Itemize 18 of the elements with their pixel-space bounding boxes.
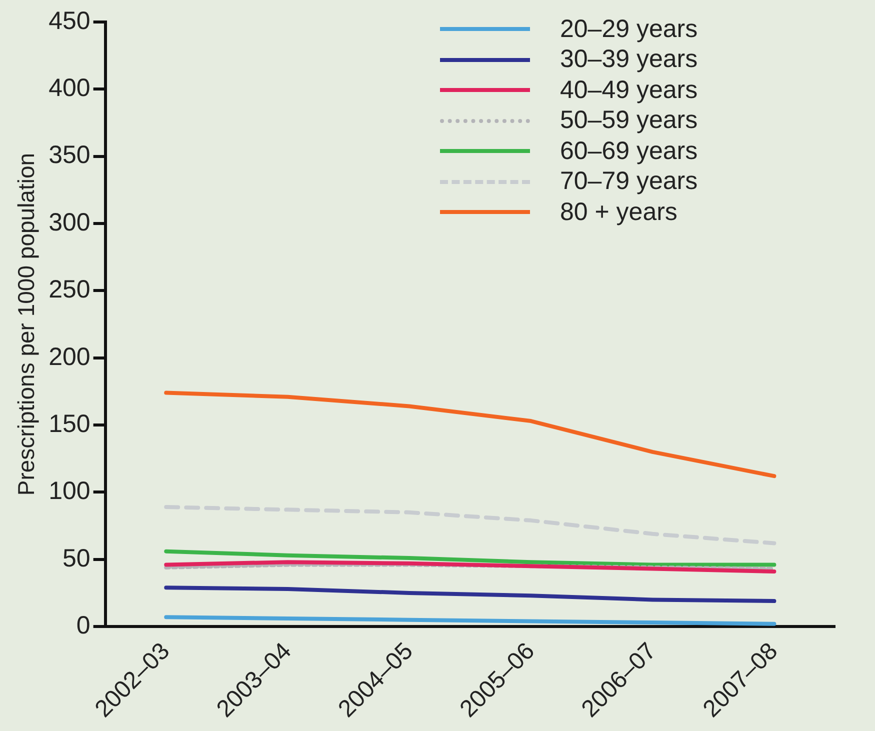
- y-tick-label: 400: [48, 74, 90, 102]
- y-tick-label: 50: [62, 544, 90, 572]
- legend-label: 60–69 years: [560, 136, 698, 166]
- legend-label: 80 + years: [560, 198, 678, 227]
- legend-label: 70–79 years: [560, 167, 698, 196]
- legend-label: 40–49 years: [560, 76, 698, 105]
- y-tick-label: 150: [48, 410, 90, 438]
- y-tick-label: 450: [48, 6, 90, 35]
- y-tick-label: 300: [48, 208, 90, 236]
- y-axis-title: Prescriptions per 1000 population: [13, 152, 40, 496]
- y-tick-label: 350: [48, 141, 90, 170]
- y-tick-label: 100: [48, 477, 90, 506]
- legend-label: 50–59 years: [560, 106, 698, 136]
- y-tick-label: 200: [48, 342, 90, 371]
- y-tick-label: 0: [76, 611, 90, 640]
- legend-label: 20–29 years: [560, 14, 698, 44]
- y-tick-label: 250: [48, 276, 90, 304]
- legend-label: 30–39 years: [560, 45, 698, 74]
